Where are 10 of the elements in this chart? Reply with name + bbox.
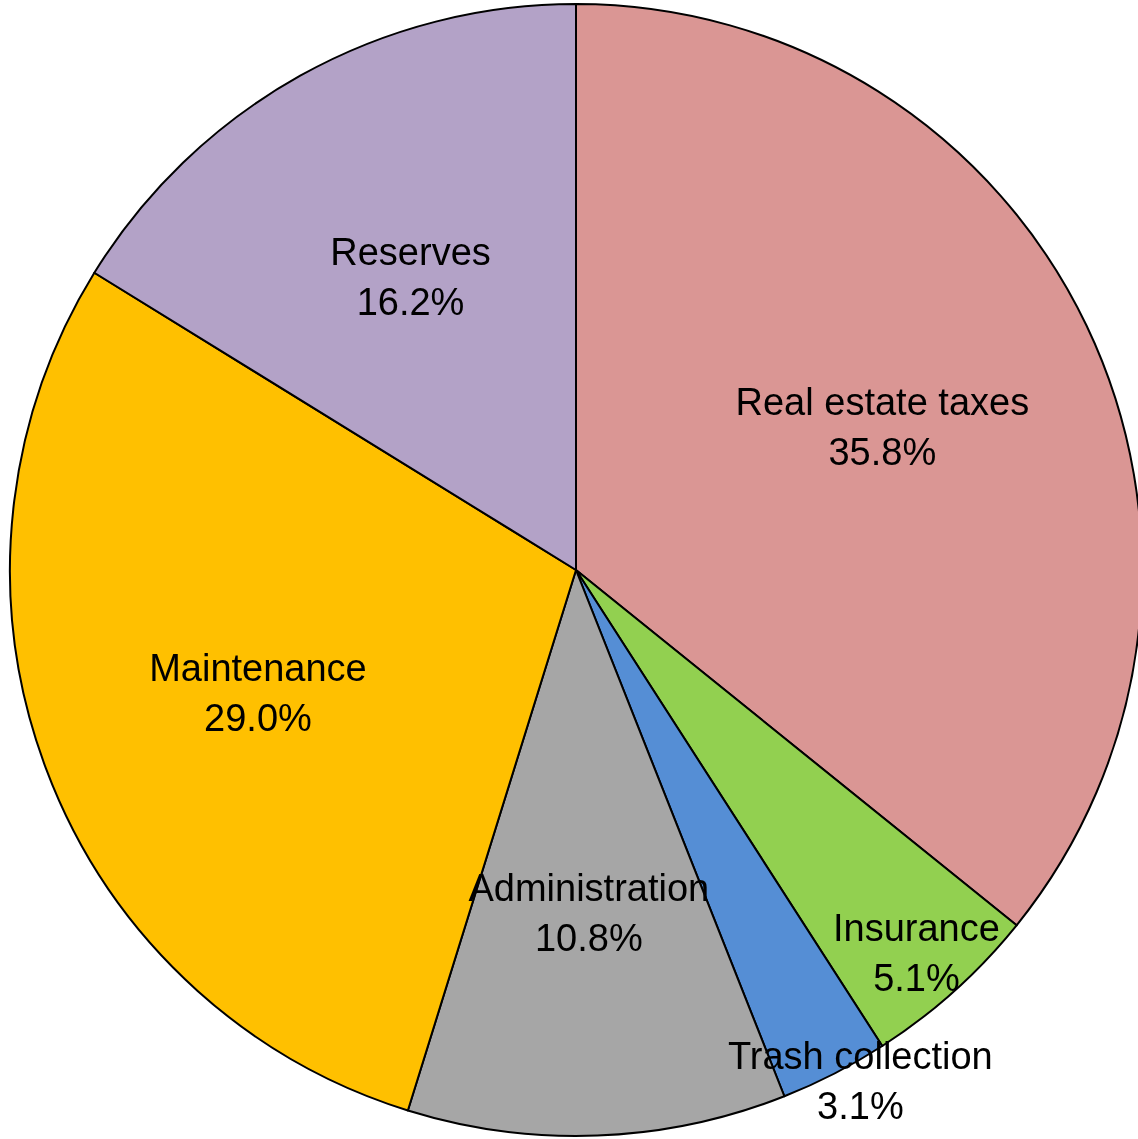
slice-label: Maintenance	[149, 647, 367, 690]
data-label: 16.2%	[356, 281, 465, 324]
data-label: 29.0%	[204, 697, 312, 740]
slice-label: Real estate taxes	[735, 381, 1030, 424]
slice-label: Insurance	[833, 906, 1000, 949]
data-label: 35.8%	[828, 431, 937, 474]
data-label: 10.8%	[534, 917, 643, 960]
data-label: 3.1%	[817, 1085, 904, 1127]
data-label: 5.1%	[873, 956, 960, 999]
slice-label: Reserves	[330, 231, 491, 274]
